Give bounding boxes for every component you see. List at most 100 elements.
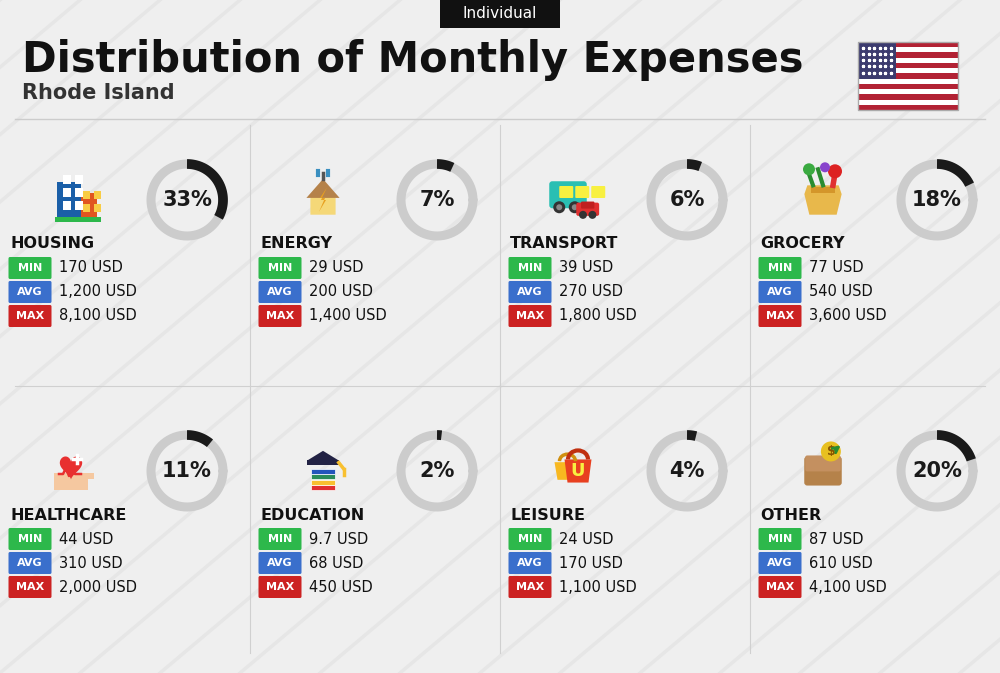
Text: 68 USD: 68 USD <box>309 555 363 571</box>
Text: MIN: MIN <box>268 263 292 273</box>
Text: 33%: 33% <box>162 190 212 210</box>
FancyBboxPatch shape <box>575 186 589 198</box>
FancyBboxPatch shape <box>311 469 335 474</box>
Text: 610 USD: 610 USD <box>809 555 873 571</box>
FancyBboxPatch shape <box>94 204 101 212</box>
Text: MAX: MAX <box>516 311 544 321</box>
Polygon shape <box>310 182 336 215</box>
Text: MIN: MIN <box>268 534 292 544</box>
Circle shape <box>820 162 830 172</box>
Text: Rhode Island: Rhode Island <box>22 83 175 103</box>
FancyBboxPatch shape <box>94 191 101 199</box>
FancyBboxPatch shape <box>258 576 302 598</box>
Text: 200 USD: 200 USD <box>309 285 373 299</box>
Text: 1,200 USD: 1,200 USD <box>59 285 137 299</box>
FancyBboxPatch shape <box>258 552 302 574</box>
FancyBboxPatch shape <box>509 305 552 327</box>
Text: 170 USD: 170 USD <box>559 555 623 571</box>
FancyBboxPatch shape <box>509 257 552 279</box>
FancyBboxPatch shape <box>8 305 52 327</box>
FancyBboxPatch shape <box>858 63 958 68</box>
Circle shape <box>556 204 562 210</box>
Text: MAX: MAX <box>516 582 544 592</box>
FancyBboxPatch shape <box>307 460 339 464</box>
FancyBboxPatch shape <box>509 576 552 598</box>
Text: OTHER: OTHER <box>760 507 821 522</box>
Text: 24 USD: 24 USD <box>559 532 614 546</box>
Text: 3,600 USD: 3,600 USD <box>809 308 887 324</box>
Text: AVG: AVG <box>517 287 543 297</box>
Circle shape <box>588 211 596 219</box>
FancyBboxPatch shape <box>858 79 958 84</box>
FancyBboxPatch shape <box>79 192 97 218</box>
Circle shape <box>803 164 815 175</box>
FancyBboxPatch shape <box>8 552 52 574</box>
Text: MAX: MAX <box>766 582 794 592</box>
Text: 7%: 7% <box>419 190 455 210</box>
Text: HOUSING: HOUSING <box>10 236 94 252</box>
FancyBboxPatch shape <box>75 201 83 210</box>
Circle shape <box>828 164 842 178</box>
FancyBboxPatch shape <box>8 576 52 598</box>
FancyBboxPatch shape <box>576 203 599 216</box>
Text: AVG: AVG <box>17 287 43 297</box>
Text: Distribution of Monthly Expenses: Distribution of Monthly Expenses <box>22 39 804 81</box>
FancyBboxPatch shape <box>258 257 302 279</box>
FancyBboxPatch shape <box>759 281 802 303</box>
Text: 8,100 USD: 8,100 USD <box>59 308 137 324</box>
Text: 18%: 18% <box>912 190 962 210</box>
FancyBboxPatch shape <box>591 186 605 198</box>
Text: 170 USD: 170 USD <box>59 260 123 275</box>
Polygon shape <box>564 460 592 483</box>
Text: EDUCATION: EDUCATION <box>260 507 364 522</box>
Text: 4%: 4% <box>669 461 705 481</box>
Text: AVG: AVG <box>267 558 293 568</box>
Text: MIN: MIN <box>18 263 42 273</box>
Text: 2,000 USD: 2,000 USD <box>59 579 137 594</box>
FancyBboxPatch shape <box>8 281 52 303</box>
FancyBboxPatch shape <box>75 188 83 197</box>
Text: 1,400 USD: 1,400 USD <box>309 308 387 324</box>
Text: 4,100 USD: 4,100 USD <box>809 579 887 594</box>
FancyBboxPatch shape <box>759 576 802 598</box>
Text: AVG: AVG <box>767 287 793 297</box>
Text: GROCERY: GROCERY <box>760 236 844 252</box>
FancyBboxPatch shape <box>258 281 302 303</box>
FancyBboxPatch shape <box>311 474 335 479</box>
Polygon shape <box>319 187 327 212</box>
FancyBboxPatch shape <box>311 480 335 485</box>
Polygon shape <box>307 451 339 460</box>
Text: TRANSPORT: TRANSPORT <box>510 236 618 252</box>
Text: 39 USD: 39 USD <box>559 260 613 275</box>
Text: 270 USD: 270 USD <box>559 285 623 299</box>
Text: 9.7 USD: 9.7 USD <box>309 532 368 546</box>
Text: MIN: MIN <box>518 534 542 544</box>
Polygon shape <box>306 179 340 198</box>
Text: MIN: MIN <box>18 534 42 544</box>
FancyBboxPatch shape <box>759 305 802 327</box>
FancyBboxPatch shape <box>858 52 958 58</box>
Text: 77 USD: 77 USD <box>809 260 864 275</box>
Text: 44 USD: 44 USD <box>59 532 113 546</box>
Circle shape <box>569 201 581 213</box>
FancyBboxPatch shape <box>509 528 552 550</box>
Polygon shape <box>60 456 82 480</box>
FancyBboxPatch shape <box>858 73 958 79</box>
FancyBboxPatch shape <box>858 84 958 89</box>
Text: MAX: MAX <box>766 311 794 321</box>
Text: MAX: MAX <box>266 311 294 321</box>
Text: MAX: MAX <box>16 582 44 592</box>
FancyBboxPatch shape <box>811 187 835 192</box>
Text: 11%: 11% <box>162 461 212 481</box>
FancyBboxPatch shape <box>858 94 958 100</box>
FancyBboxPatch shape <box>75 175 83 184</box>
FancyBboxPatch shape <box>759 552 802 574</box>
Text: 2%: 2% <box>419 461 455 481</box>
Text: U: U <box>571 462 585 480</box>
FancyBboxPatch shape <box>858 47 958 52</box>
FancyBboxPatch shape <box>83 204 90 212</box>
Text: MIN: MIN <box>768 263 792 273</box>
Circle shape <box>572 204 578 210</box>
FancyBboxPatch shape <box>8 257 52 279</box>
FancyBboxPatch shape <box>83 191 90 199</box>
